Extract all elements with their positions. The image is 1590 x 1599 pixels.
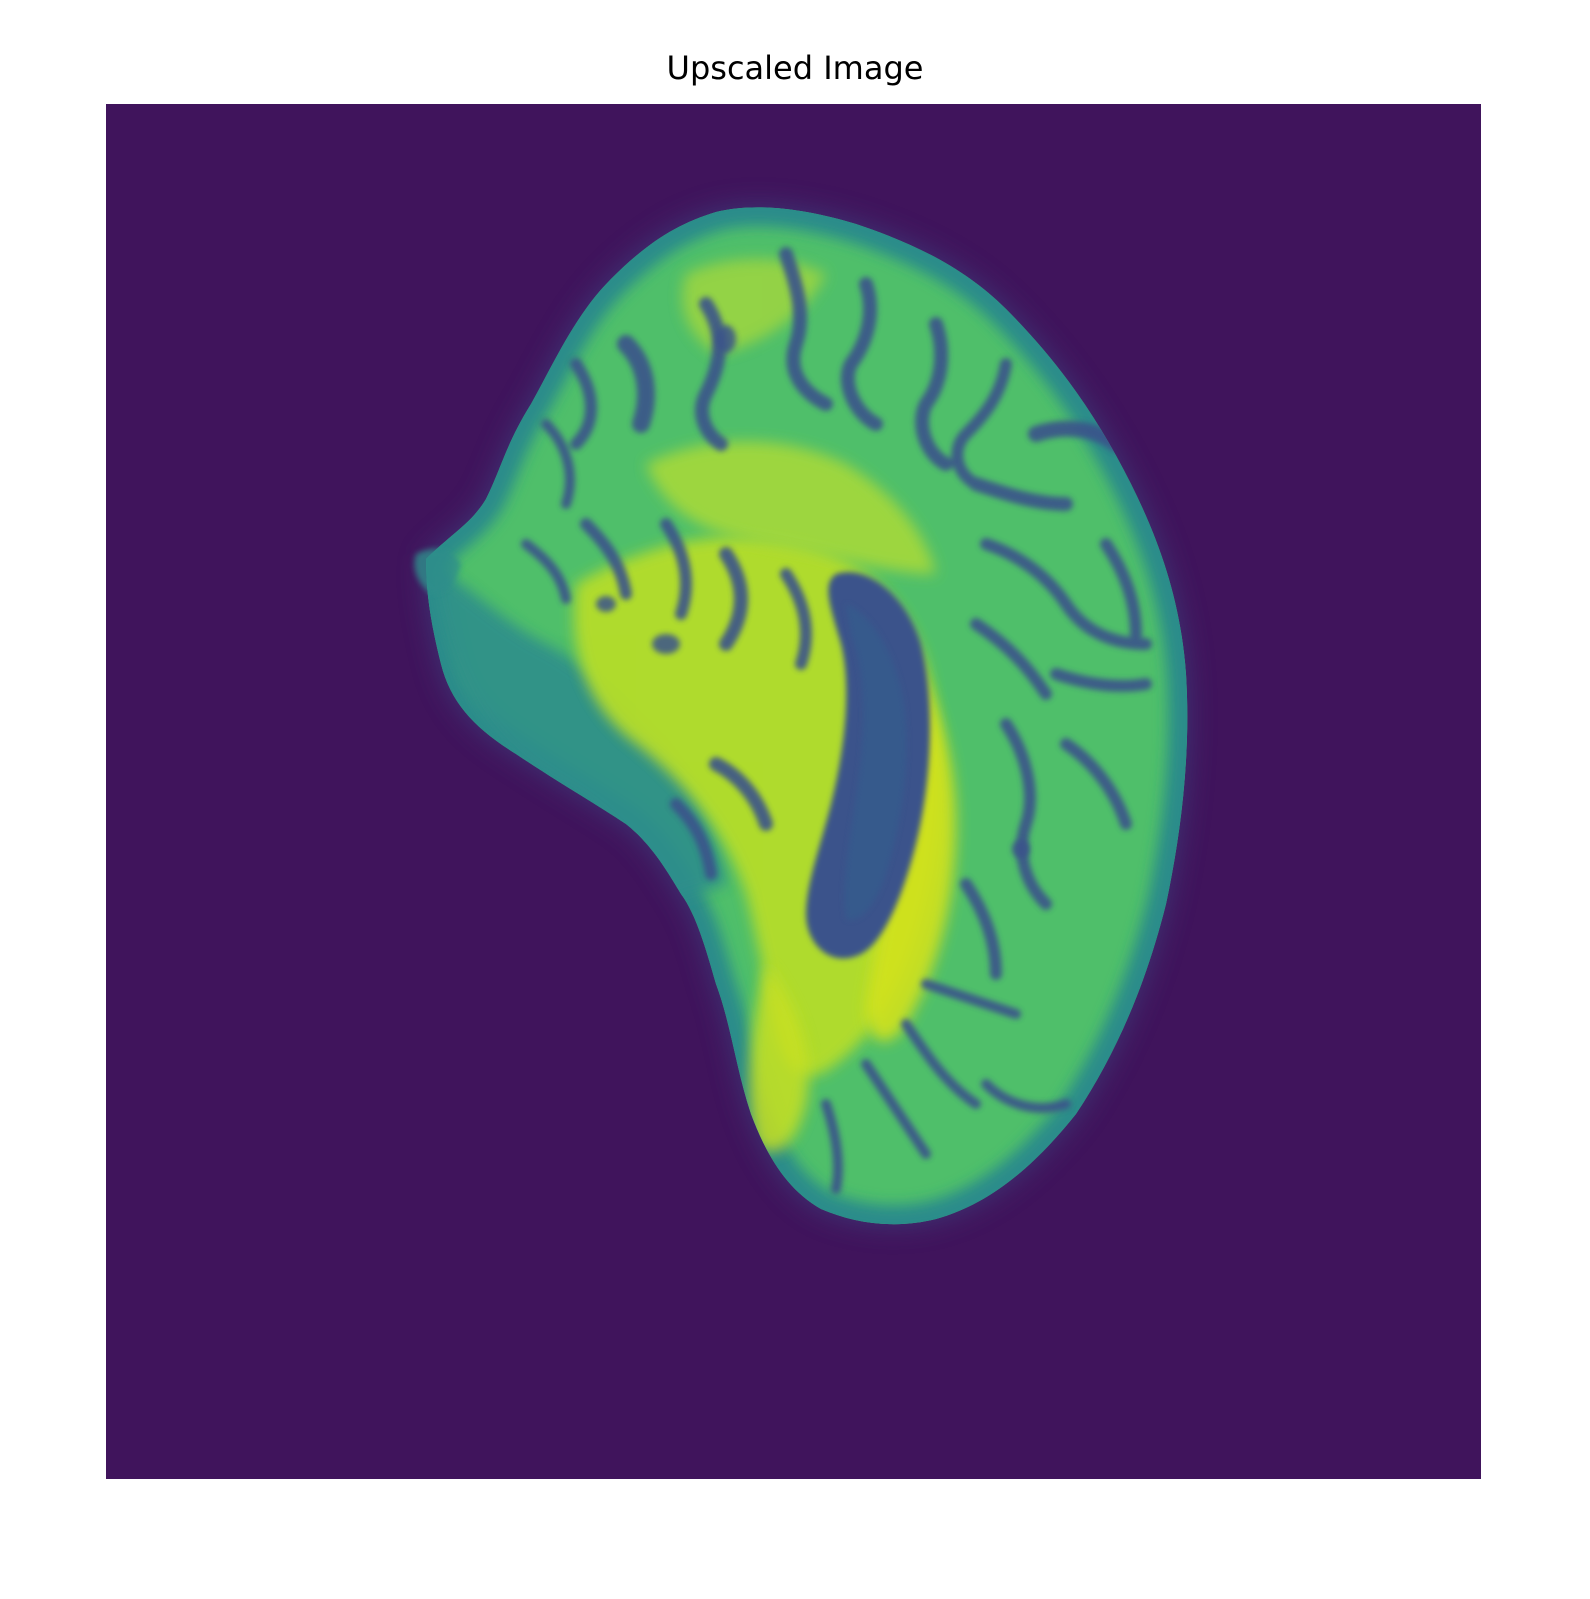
upscaled-brain-image bbox=[106, 104, 1481, 1479]
figure-title: Upscaled Image bbox=[666, 49, 924, 87]
image-axes bbox=[106, 104, 1481, 1479]
